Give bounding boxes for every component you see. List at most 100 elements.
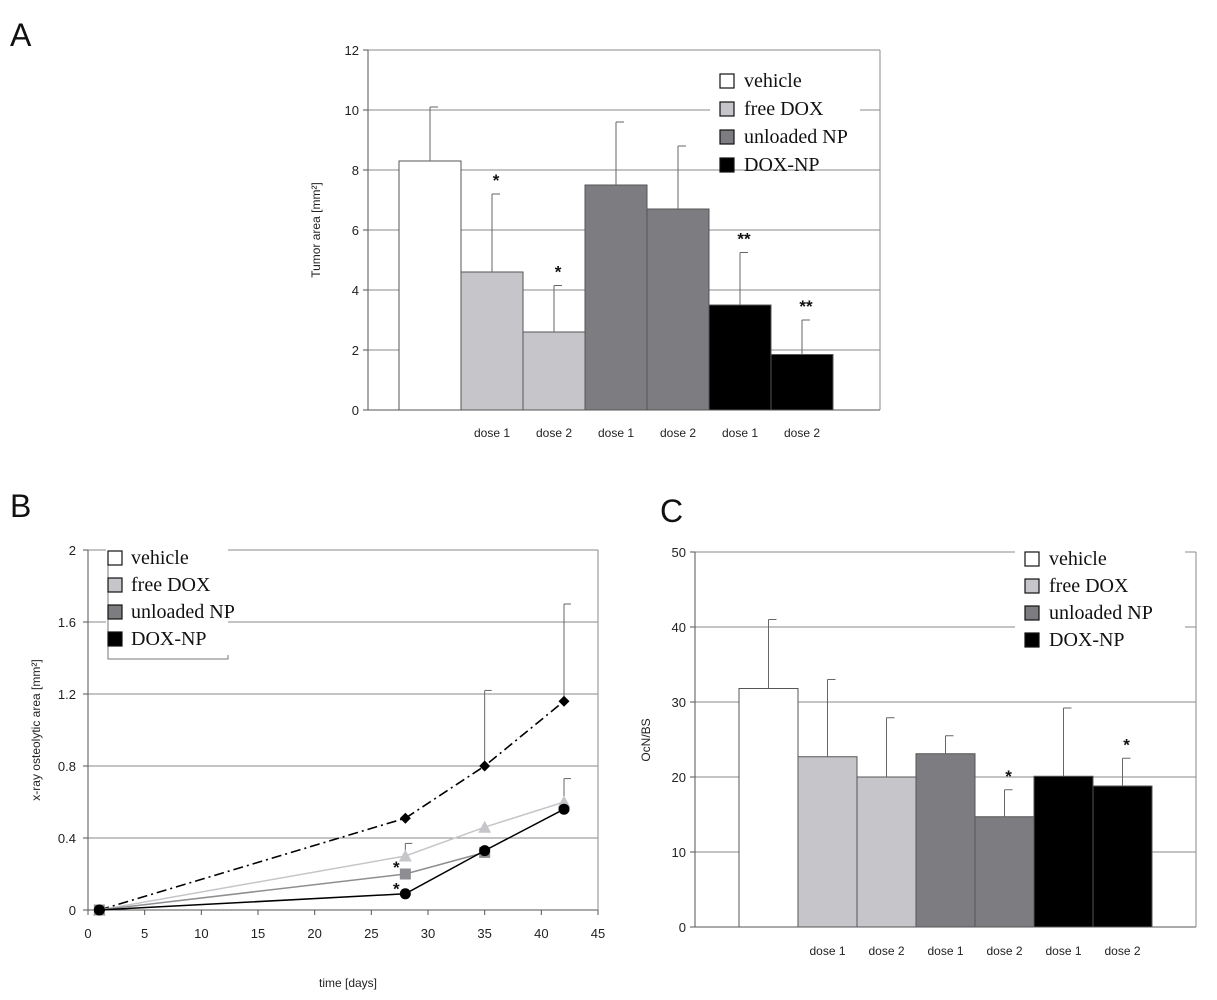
series-line — [99, 808, 565, 911]
y-tick-label: 12 — [345, 43, 359, 58]
chart-a-tumor-area: 0 2 4 6 8 10 12 * dose 1 * dose 2 dose 1 dose 2 ** dos… — [309, 43, 881, 440]
x-axis-label: time [days] — [319, 976, 377, 990]
y-tick-label: 40 — [672, 620, 686, 635]
x-tick-label: 0 — [84, 926, 91, 941]
y-tick-label: 4 — [352, 283, 359, 298]
x-category-label: dose 2 — [868, 944, 904, 958]
legend-label: free DOX — [744, 98, 824, 120]
y-tick-label: 2 — [69, 543, 76, 558]
significance-marker: * — [393, 858, 400, 877]
bar — [398, 160, 462, 411]
x-category-label: dose 2 — [536, 426, 572, 440]
bar — [738, 688, 799, 928]
legend-label: free DOX — [131, 574, 211, 596]
significance-marker: * — [1005, 767, 1012, 786]
legend-swatch — [719, 157, 735, 173]
y-tick-label: 0.8 — [58, 759, 76, 774]
y-tick-label: 0.4 — [58, 831, 76, 846]
data-point — [93, 904, 105, 916]
bar — [708, 304, 772, 411]
legend-label: vehicle — [744, 70, 802, 92]
panel-letter-b: B — [10, 488, 31, 524]
data-point — [479, 845, 491, 857]
bar — [856, 776, 917, 928]
bar — [460, 271, 524, 411]
y-tick-label: 30 — [672, 695, 686, 710]
significance-marker: * — [393, 879, 400, 898]
legend-swatch — [107, 550, 123, 566]
legend-swatch — [1024, 632, 1040, 648]
legend-background — [710, 65, 860, 165]
significance-marker: ** — [799, 297, 813, 316]
legend-label: DOX-NP — [131, 628, 207, 650]
bar — [974, 816, 1035, 928]
x-tick-label: 45 — [591, 926, 605, 941]
x-category-label: dose 2 — [660, 426, 696, 440]
x-tick-label: 25 — [364, 926, 378, 941]
legend-label: vehicle — [1049, 548, 1107, 570]
legend-label: unloaded NP — [131, 601, 235, 623]
x-tick-label: 5 — [141, 926, 148, 941]
data-point — [557, 795, 571, 808]
x-tick-label: 10 — [194, 926, 208, 941]
data-point — [478, 820, 492, 833]
y-tick-label: 2 — [352, 343, 359, 358]
x-tick-label: 20 — [307, 926, 321, 941]
legend-swatch — [107, 631, 123, 647]
x-category-label: dose 1 — [722, 426, 758, 440]
bar — [584, 184, 648, 411]
y-tick-label: 1.6 — [58, 615, 76, 630]
y-tick-label: 10 — [345, 103, 359, 118]
panel-letter-a: A — [10, 17, 32, 53]
y-tick-label: 10 — [672, 845, 686, 860]
legend-background — [106, 545, 228, 659]
x-category-label: dose 1 — [1045, 944, 1081, 958]
legend-label: DOX-NP — [744, 154, 820, 176]
data-point — [558, 803, 570, 815]
bar — [646, 208, 710, 411]
x-category-label: dose 2 — [784, 426, 820, 440]
x-category-label: dose 2 — [986, 944, 1022, 958]
significance-marker: * — [493, 171, 500, 190]
y-axis-label: x-ray osteolytic area [mm²] — [29, 659, 43, 800]
data-point — [479, 760, 491, 772]
y-tick-label: 1.2 — [58, 687, 76, 702]
chart-c-ocn-bs: 0 10 20 30 40 50 dose 1 dose 2 dose 1 * dose 2 dose… — [639, 543, 1197, 958]
legend-label: free DOX — [1049, 575, 1129, 597]
bar — [1033, 775, 1094, 928]
y-tick-label: 0 — [352, 403, 359, 418]
data-point — [398, 849, 412, 862]
panel-letter-c: C — [660, 493, 683, 529]
significance-marker: * — [555, 263, 562, 282]
x-tick-label: 35 — [477, 926, 491, 941]
data-point — [399, 868, 411, 880]
legend-swatch — [719, 73, 735, 89]
y-tick-label: 20 — [672, 770, 686, 785]
y-axis-label: Tumor area [mm²] — [309, 182, 323, 278]
y-tick-label: 6 — [352, 223, 359, 238]
legend-label: unloaded NP — [1049, 602, 1153, 624]
bar — [770, 354, 834, 411]
series-line — [99, 700, 565, 911]
x-tick-label: 40 — [534, 926, 548, 941]
y-tick-label: 0 — [679, 920, 686, 935]
data-point — [399, 812, 411, 824]
x-category-label: dose 1 — [927, 944, 963, 958]
y-tick-label: 50 — [672, 545, 686, 560]
data-point — [399, 888, 411, 900]
bar — [797, 756, 858, 928]
legend-swatch — [1024, 551, 1040, 567]
significance-marker: * — [1123, 735, 1130, 754]
x-tick-label: 15 — [251, 926, 265, 941]
legend-swatch — [107, 577, 123, 593]
x-category-label: dose 2 — [1104, 944, 1140, 958]
legend-background — [1015, 543, 1185, 648]
bar — [1092, 785, 1153, 928]
y-axis-label: OcN/BS — [639, 718, 653, 761]
x-category-label: dose 1 — [809, 944, 845, 958]
legend-swatch — [1024, 605, 1040, 621]
y-tick-label: 8 — [352, 163, 359, 178]
legend-swatch — [107, 604, 123, 620]
